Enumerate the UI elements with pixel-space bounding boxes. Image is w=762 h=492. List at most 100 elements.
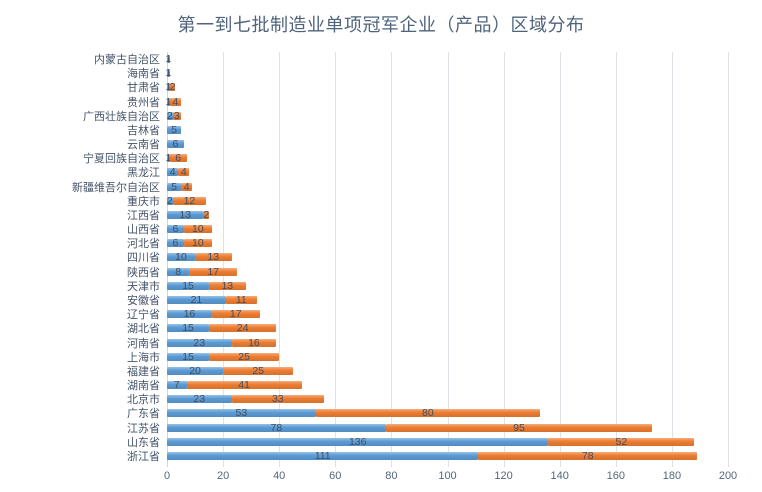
- x-tick-label: 120: [494, 470, 513, 482]
- x-tick-label: 200: [718, 470, 738, 482]
- plot-area: 0 20 40 60 80 100 120 140 160 180 200 内蒙古自治区 1 海南省 1 甘肃…: [72, 52, 737, 482]
- bar-segment-orange: 6: [169, 153, 187, 163]
- bar-row: 广西壮族自治区 2 3: [83, 109, 728, 123]
- value-label: 12: [183, 194, 196, 207]
- bar-segment-orange: 52: [548, 436, 695, 446]
- bar-row: 湖南省 7 41: [127, 378, 728, 392]
- bar-row: 北京市 23 33: [127, 392, 728, 406]
- value-label: 25: [252, 364, 264, 377]
- value-label: 3: [173, 109, 180, 122]
- bar-segment-blue: 1: [165, 67, 172, 79]
- value-label: 6: [172, 237, 179, 250]
- value-label: 13: [221, 279, 234, 292]
- bar-track: 13 2: [167, 208, 209, 221]
- value-label: 41: [238, 378, 250, 391]
- bar-segment-blue: 53: [167, 407, 316, 420]
- bar-segment-blue: 16: [167, 307, 212, 320]
- value-label: 10: [192, 222, 204, 235]
- value-label: 53: [235, 407, 248, 420]
- value-label: 11: [235, 293, 247, 306]
- value-label: 16: [183, 307, 196, 320]
- bar-segment-blue: 6: [167, 224, 184, 234]
- value-label: 23: [193, 392, 206, 405]
- bar-track: 23 16: [167, 337, 277, 347]
- category-label: 江苏省: [127, 422, 160, 435]
- bar-row: 江苏省 78 95: [127, 420, 728, 435]
- value-label: 24: [236, 322, 249, 335]
- bar-track: 6: [167, 139, 184, 149]
- bar-segment-orange: 33: [231, 394, 325, 404]
- bar-segment-blue: 13: [167, 208, 204, 221]
- bar-row: 海南省 1: [127, 66, 728, 80]
- x-tick-label: 0: [163, 470, 171, 482]
- bar-segment-orange: 25: [223, 364, 294, 377]
- bar-segment-orange: 11: [225, 293, 257, 306]
- category-label: 贵州省: [127, 96, 160, 109]
- bar-segment-orange: 16: [231, 337, 277, 347]
- value-label: 80: [422, 407, 434, 420]
- bar-segment-orange: 2: [169, 81, 176, 94]
- value-label: 21: [190, 293, 203, 306]
- bar-segment-blue: 136: [167, 435, 549, 448]
- bar-row: 内蒙古自治区 1: [94, 52, 728, 66]
- category-label: 辽宁省: [127, 309, 160, 322]
- value-label: 20: [189, 364, 201, 377]
- bar-track: 8 17: [167, 266, 238, 276]
- value-label: 1: [165, 67, 172, 79]
- bar-row: 辽宁省 16 17: [127, 307, 728, 321]
- category-label: 山东省: [127, 436, 160, 449]
- bar-track: 15 13: [167, 279, 246, 292]
- bar-track: 53 80: [167, 407, 541, 420]
- category-label: 湖北省: [127, 323, 160, 336]
- category-label: 上海市: [127, 351, 160, 364]
- category-label: 北京市: [127, 394, 160, 407]
- bar-row: 宁夏回族自治区 1 6: [83, 151, 728, 165]
- value-label: 13: [179, 208, 192, 221]
- value-label: 15: [182, 279, 194, 292]
- bar-row: 江西省 13 2: [127, 208, 728, 222]
- bar-segment-blue: 5: [167, 123, 182, 136]
- gridline: [671, 52, 673, 467]
- bar-segment-blue: 23: [167, 392, 232, 405]
- bar-track: 78 95: [167, 422, 653, 432]
- bar-row: 云南省 6: [127, 137, 728, 151]
- category-label: 江西省: [127, 209, 160, 222]
- gridline: [391, 52, 393, 467]
- x-tick-label: 40: [273, 470, 286, 482]
- bar-segment-blue: 20: [167, 364, 224, 377]
- category-label: 河北省: [127, 238, 160, 251]
- category-label: 陕西省: [127, 266, 160, 279]
- bar-track: 21 11: [167, 293, 257, 306]
- bar-segment-orange: 12: [172, 194, 207, 207]
- category-label: 内蒙古自治区: [94, 54, 160, 67]
- bar-segment-orange: 10: [183, 222, 212, 235]
- value-label: 10: [175, 251, 187, 264]
- bar-row: 河北省 6 10: [127, 236, 728, 250]
- gridline: [728, 52, 729, 467]
- value-label: 1: [165, 52, 172, 65]
- bar-row: 广东省 53 80: [127, 406, 728, 420]
- gridline: [615, 52, 617, 467]
- bar-segment-orange: 78: [478, 449, 698, 462]
- bar-row: 山东省 136 52: [127, 435, 728, 449]
- value-label: 136: [348, 435, 367, 448]
- value-label: 5: [171, 123, 177, 136]
- gridline: [279, 52, 281, 467]
- category-label: 天津市: [127, 280, 160, 293]
- bar-segment-blue: 15: [167, 351, 210, 361]
- x-tick-label: 80: [385, 470, 398, 482]
- bar-track: 111 78: [167, 449, 698, 462]
- bar-segment-orange: 4: [169, 96, 182, 106]
- value-label: 2: [169, 81, 176, 94]
- bar-segment-orange: 41: [186, 378, 302, 391]
- bar-row: 陕西省 8 17: [127, 265, 728, 279]
- value-label: 15: [182, 322, 194, 335]
- bar-row: 贵州省 1 4: [127, 95, 728, 109]
- bar-row: 四川省 10 13: [127, 250, 728, 264]
- value-label: 78: [581, 449, 594, 462]
- bar-row: 福建省 20 25: [127, 364, 728, 378]
